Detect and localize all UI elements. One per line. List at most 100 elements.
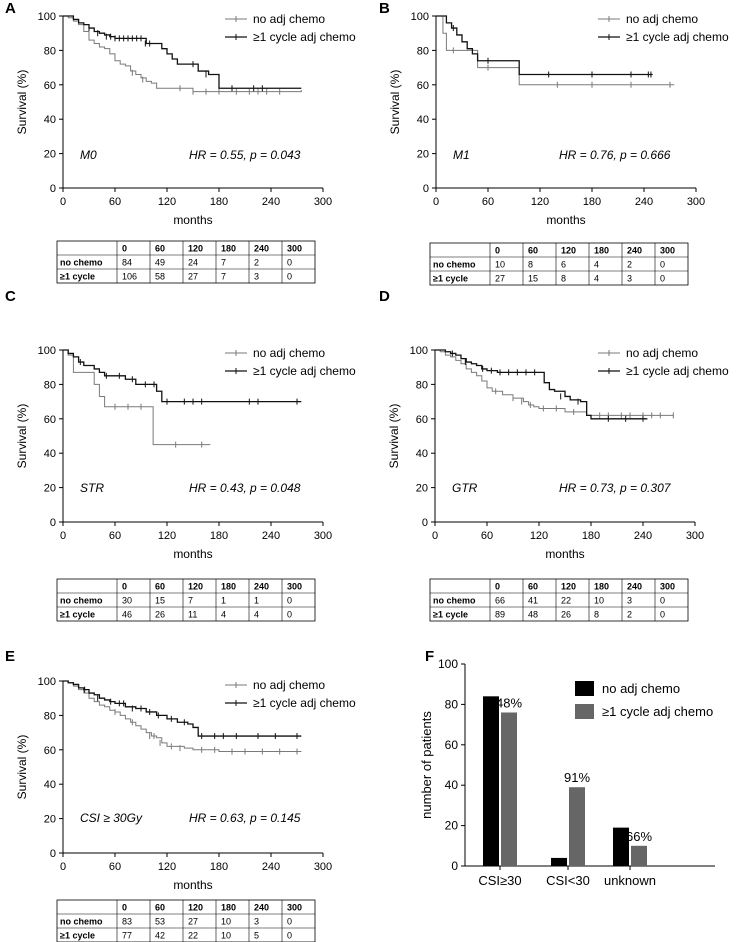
risk-table-header: 180 bbox=[221, 244, 236, 254]
risk-table-cell: 27 bbox=[188, 272, 198, 282]
risk-table-border bbox=[429, 578, 689, 622]
risk-table-cell: 8 bbox=[594, 610, 599, 620]
risk-table-row-label: no chemo bbox=[433, 596, 476, 606]
percent-annotation: 91% bbox=[564, 770, 590, 785]
risk-table: 0 60 120 180 240 300 no chemo 10 8 6 4 2 0 ≥1 cycle 27… bbox=[429, 242, 689, 286]
risk-table-row-label: ≥1 cycle bbox=[60, 272, 95, 282]
risk-table-cell: 8 bbox=[561, 274, 566, 284]
risk-table-cell: 26 bbox=[561, 610, 571, 620]
risk-table-cell: 53 bbox=[155, 917, 165, 927]
x-tick-label: 300 bbox=[314, 530, 332, 542]
x-tick-label: 240 bbox=[262, 196, 280, 208]
subgroup-label: GTR bbox=[452, 481, 478, 495]
risk-table-row-label: no chemo bbox=[60, 917, 103, 927]
risk-table-cell: 6 bbox=[561, 260, 566, 270]
risk-table-cell: 7 bbox=[221, 258, 226, 268]
risk-table-cell: 41 bbox=[528, 596, 538, 606]
y-tick-label: 100 bbox=[411, 11, 429, 23]
x-tick-label: 120 bbox=[530, 530, 548, 542]
risk-table-border bbox=[56, 240, 316, 284]
y-tick-label: 20 bbox=[44, 814, 56, 826]
risk-table-row-label: no chemo bbox=[433, 260, 476, 270]
panel-letter: C bbox=[5, 288, 16, 305]
risk-table-cell: 30 bbox=[122, 596, 132, 606]
x-tick-label: 240 bbox=[635, 196, 653, 208]
risk-table-cell: 15 bbox=[528, 274, 538, 284]
risk-table-cell: 7 bbox=[221, 272, 226, 282]
x-axis-label: months bbox=[546, 213, 585, 227]
risk-table-cell: 0 bbox=[660, 260, 665, 270]
risk-table-border bbox=[56, 899, 316, 942]
panel-letter: B bbox=[379, 0, 390, 17]
risk-table-header: 0 bbox=[495, 246, 500, 256]
risk-table-cell: 26 bbox=[155, 610, 165, 620]
x-tick-label: 240 bbox=[262, 861, 280, 873]
risk-table-cell: 22 bbox=[561, 596, 571, 606]
risk-table-row-label: ≥1 cycle bbox=[433, 610, 468, 620]
risk-table-header: 0 bbox=[495, 582, 500, 592]
risk-table-cell: 4 bbox=[594, 260, 599, 270]
risk-table-cell: 10 bbox=[495, 260, 505, 270]
risk-table-cell: 77 bbox=[122, 931, 132, 941]
y-tick-label: 40 bbox=[44, 114, 56, 126]
panel-letter: D bbox=[379, 288, 390, 305]
y-axis-label: Survival (%) bbox=[387, 404, 401, 469]
y-tick-label: 20 bbox=[445, 819, 459, 833]
km-curve-no-chemo bbox=[435, 349, 674, 416]
x-tick-label: 120 bbox=[158, 861, 176, 873]
y-axis-label: Survival (%) bbox=[15, 70, 29, 135]
risk-table-row-label: ≥1 cycle bbox=[60, 610, 95, 620]
y-tick-label: 100 bbox=[38, 345, 56, 357]
risk-table-cell: 4 bbox=[594, 274, 599, 284]
risk-table-header: 60 bbox=[155, 582, 165, 592]
x-axis-label: months bbox=[173, 547, 212, 561]
legend-label-no-chemo: no adj chemo bbox=[253, 678, 325, 692]
km-curve-no-chemo bbox=[63, 15, 302, 93]
risk-table-cell: 2 bbox=[627, 610, 632, 620]
risk-table-cell: 3 bbox=[254, 917, 259, 927]
x-tick-label: 60 bbox=[481, 530, 493, 542]
subgroup-label: CSI ≥ 30Gy bbox=[80, 811, 143, 825]
y-axis-label: number of patients bbox=[419, 711, 434, 819]
y-tick-label: 80 bbox=[44, 379, 56, 391]
risk-table-header: 240 bbox=[627, 582, 642, 592]
legend-label-no-chemo: no adj chemo bbox=[626, 12, 698, 26]
risk-table-header: 300 bbox=[287, 903, 302, 913]
panel-letter: F bbox=[425, 648, 434, 665]
y-tick-label: 0 bbox=[451, 859, 458, 873]
x-tick-label: 120 bbox=[531, 196, 549, 208]
risk-table-row-label: no chemo bbox=[60, 596, 103, 606]
y-tick-label: 20 bbox=[44, 483, 56, 495]
legend-label-chemo: ≥1 cycle adj chemo bbox=[253, 30, 356, 44]
x-tick-label: 0 bbox=[60, 861, 66, 873]
y-tick-label: 20 bbox=[416, 483, 428, 495]
km-curve-no-chemo bbox=[63, 680, 302, 753]
risk-table-border bbox=[56, 578, 316, 622]
risk-table-header: 60 bbox=[528, 582, 538, 592]
legend-label-chemo: ≥1 cycle adj chemo bbox=[253, 364, 356, 378]
x-tick-label: 300 bbox=[686, 530, 704, 542]
hazard-ratio-text: HR = 0.73, p = 0.307 bbox=[559, 481, 672, 495]
risk-table-cell: 22 bbox=[188, 931, 198, 941]
risk-table-header: 60 bbox=[155, 903, 165, 913]
x-axis-label: months bbox=[173, 878, 212, 892]
risk-table-cell: 24 bbox=[188, 258, 198, 268]
risk-table-cell: 106 bbox=[122, 272, 137, 282]
x-tick-label: 120 bbox=[158, 196, 176, 208]
risk-table-cell: 0 bbox=[287, 917, 292, 927]
x-tick-label: 240 bbox=[262, 530, 280, 542]
x-tick-label: 300 bbox=[687, 196, 705, 208]
risk-table-header: 120 bbox=[188, 582, 203, 592]
risk-table-cell: 27 bbox=[188, 917, 198, 927]
x-category-label: unknown bbox=[604, 873, 656, 888]
y-tick-label: 0 bbox=[50, 183, 56, 195]
risk-table-cell: 1 bbox=[254, 596, 259, 606]
y-tick-label: 80 bbox=[44, 45, 56, 57]
risk-table-cell: 27 bbox=[495, 274, 505, 284]
x-category-label: CSI<30 bbox=[546, 873, 590, 888]
risk-table-header: 120 bbox=[188, 903, 203, 913]
